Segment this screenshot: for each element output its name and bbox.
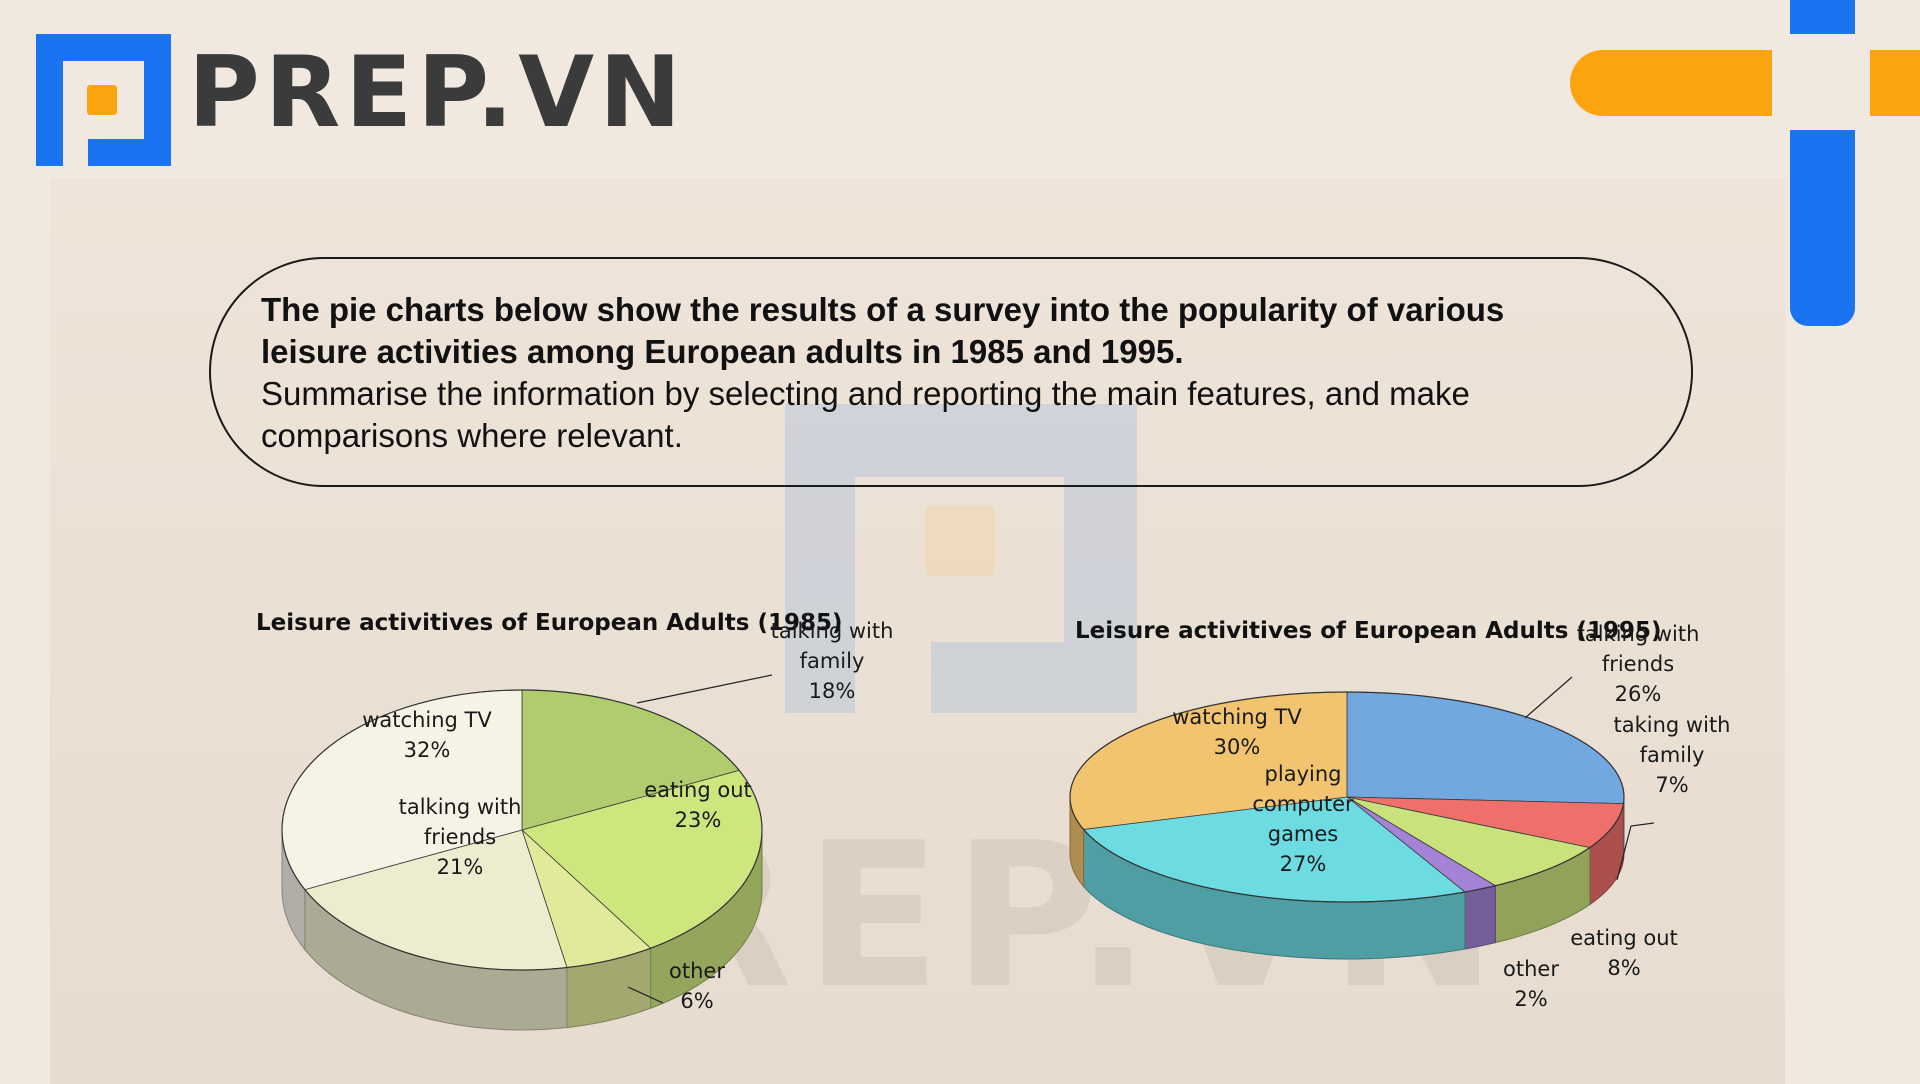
- slice-value-label: 30%: [1214, 735, 1261, 759]
- leader-line-2: [1616, 822, 1655, 881]
- slice-label-6: watching TV 30%: [1172, 705, 1302, 759]
- slice-value-label: 23%: [675, 808, 722, 832]
- slice-label-2: eating out 23%: [644, 778, 752, 832]
- slice-name-line: computer: [1252, 792, 1354, 816]
- leader-line-1: [1524, 676, 1573, 719]
- task-prompt-box: The pie charts below show the results of…: [209, 257, 1693, 487]
- slice-value-label: 21%: [437, 855, 484, 879]
- slice-name-line: eating out: [1570, 926, 1678, 950]
- slice-value-label: 8%: [1607, 956, 1640, 980]
- slice-name-line: talking with: [771, 619, 894, 643]
- slice-label-3: other 6%: [669, 959, 725, 1013]
- slice-label-1: talking with friends 26%: [1577, 622, 1700, 706]
- pie-side-walls: [281, 829, 763, 1031]
- slice-name-line: friends: [1602, 652, 1674, 676]
- chart-title-1: Leisure activitives of European Adults (…: [256, 610, 843, 636]
- brand-logo-icon: [36, 34, 171, 166]
- slice-value-label: 6%: [680, 989, 713, 1013]
- slice-label-4: other 2%: [1503, 957, 1559, 1011]
- prompt-line-4: comparisons where relevant.: [261, 417, 683, 454]
- slice-value-label: 26%: [1615, 682, 1662, 706]
- slice-name-line: watching TV: [362, 708, 492, 732]
- slice-name-line: talking with: [1577, 622, 1700, 646]
- corner-decoration: [1570, 0, 1920, 326]
- brand-name: PREP.VN: [188, 36, 687, 150]
- pie-chart-1: Leisure activitives of European Adults (…: [256, 610, 894, 1031]
- slice-name-line: eating out: [644, 778, 752, 802]
- prompt-line-3: Summarise the information by selecting a…: [261, 375, 1470, 412]
- slice-name-line: talking with: [399, 795, 522, 819]
- slice-value-label: 27%: [1280, 852, 1327, 876]
- chart-title-2: Leisure activitives of European Adults (…: [1075, 618, 1662, 644]
- pie-rim: [281, 689, 763, 971]
- slice-label-1: talking with family 18%: [771, 619, 894, 703]
- slice-value-label: 2%: [1514, 987, 1547, 1011]
- slice-name-line: games: [1268, 822, 1339, 846]
- slice-name-line: playing: [1265, 762, 1342, 786]
- leader-line-1: [636, 674, 773, 704]
- slice-label-5: playing computer games 27%: [1252, 762, 1354, 876]
- pie-side-4: [1464, 885, 1496, 950]
- slice-value-label: 18%: [809, 679, 856, 703]
- slice-name-line: other: [669, 959, 725, 983]
- leader-line-3: [627, 986, 664, 1004]
- slice-name-line: friends: [424, 825, 496, 849]
- slice-value-label: 7%: [1655, 773, 1688, 797]
- slice-name-line: family: [800, 649, 865, 673]
- pie-chart-2: Leisure activitives of European Adults (…: [1069, 618, 1731, 1011]
- slice-label-2: taking with family 7%: [1614, 713, 1731, 797]
- prompt-bold-line-1: The pie charts below show the results of…: [261, 291, 1505, 328]
- slice-name-line: watching TV: [1172, 705, 1302, 729]
- slice-label-3: eating out 8%: [1570, 926, 1678, 980]
- slice-name-line: other: [1503, 957, 1559, 981]
- pie-rim: [1069, 691, 1625, 903]
- slice-name-line: taking with: [1614, 713, 1731, 737]
- slice-label-4: talking with friends 21%: [399, 795, 522, 879]
- slice-label-5: watching TV 32%: [362, 708, 492, 762]
- pie-slice-1: [1346, 691, 1625, 805]
- slice-value-label: 32%: [404, 738, 451, 762]
- prompt-bold-line-2: leisure activities among European adults…: [261, 333, 1184, 370]
- slice-name-line: family: [1640, 743, 1705, 767]
